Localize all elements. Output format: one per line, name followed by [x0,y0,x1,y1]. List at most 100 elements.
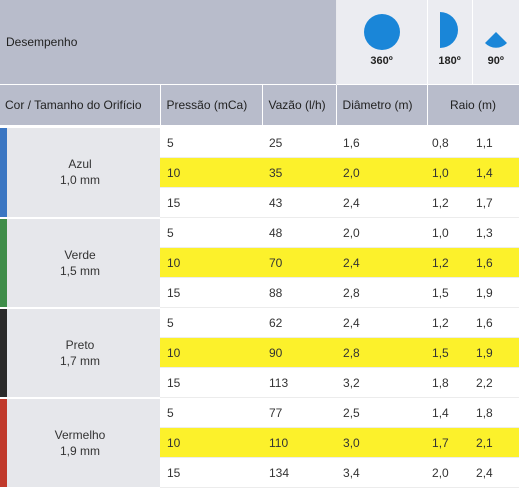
table-row: Azul 1,0 mm 5 25 1,6 0,8 1,1 [0,126,519,219]
column-header-raio: Raio (m) [427,84,519,128]
orifice-size: 1,9 mm [59,443,100,458]
diametro-cell: 2,4 [336,247,428,278]
raio-cell: 1,2 [427,247,473,278]
raio-cell: 1,1 [472,126,519,158]
pressao-cell: 5 [160,217,262,248]
vazao-cell: 110 [262,427,337,458]
raio-cell: 1,5 [427,337,473,368]
orifice-size: 1,7 mm [59,353,100,368]
pressao-cell: 15 [160,187,262,218]
vazao-cell: 90 [262,337,337,368]
diametro-cell: 3,4 [336,457,428,488]
table-row: Verde 1,5 mm 5 48 2,0 1,0 1,3 [0,217,519,309]
raio-cell: 1,8 [427,367,473,398]
raio-cell: 1,6 [472,247,519,278]
pattern-180-cell: 180º [426,0,473,85]
table-row: 15 113 3,2 1,8 2,2 [0,367,519,398]
diametro-cell: 2,0 [336,157,428,188]
table-row: 15 43 2,4 1,2 1,7 [0,187,519,218]
orifice-color-name: Azul [68,157,92,172]
raio-cell: 2,0 [427,457,473,488]
full-circle-icon [363,14,400,50]
vazao-cell: 48 [262,217,337,248]
orifice-size: 1,0 mm [59,173,100,188]
pressao-cell: 15 [160,367,262,398]
diametro-cell: 2,8 [336,337,428,368]
orifice-color-swatch [0,218,7,307]
pressao-cell: 5 [160,307,262,338]
column-header-row: Cor / Tamanho do Orifício Pressão (mCa) … [0,84,519,128]
orifice-color-name: Preto [65,337,95,352]
pattern-90-label: 90º [487,55,504,67]
raio-cell: 1,4 [472,157,519,188]
pattern-360-label: 360º [370,55,393,67]
raio-cell: 2,1 [472,427,519,458]
table-row: Preto 1,7 mm 5 62 2,4 1,2 1,6 [0,307,519,399]
vazao-cell: 70 [262,247,337,278]
table-row: 10 90 2,8 1,5 1,9 [0,337,519,368]
table-row: 10 70 2,4 1,2 1,6 [0,247,519,278]
pattern-180-label: 180º [438,55,461,67]
diametro-cell: 2,4 [336,187,428,218]
raio-cell: 1,9 [472,277,519,308]
raio-cell: 2,2 [472,367,519,398]
performance-title: Desempenho [6,35,78,49]
table-row: Vermelho 1,9 mm 5 77 2,5 1,4 1,8 [0,397,519,489]
vazao-cell: 113 [262,367,337,398]
half-circle-icon [439,12,458,48]
diametro-cell: 1,6 [336,126,428,158]
pressao-cell: 15 [160,277,262,308]
orifice-color-swatch [0,308,7,397]
raio-cell: 1,8 [472,397,519,428]
raio-cell: 1,3 [472,217,519,248]
diametro-cell: 3,2 [336,367,428,398]
pattern-90-cell: 90º [471,0,519,85]
orifice-color-name: Verde [64,247,96,262]
pressao-cell: 10 [160,337,262,368]
pressao-cell: 10 [160,157,262,188]
raio-cell: 1,7 [472,187,519,218]
orifice-group-cell: Azul 1,0 mm [0,126,160,219]
raio-cell: 1,4 [427,397,473,428]
orifice-group-cell: Verde 1,5 mm [0,217,160,309]
vazao-cell: 35 [262,157,337,188]
column-header-diametro: Diâmetro (m) [336,84,428,128]
orifice-color-swatch [0,128,7,217]
orifice-group-cell: Preto 1,7 mm [0,307,160,399]
table-row: 15 134 3,4 2,0 2,4 [0,457,519,488]
pressao-cell: 10 [160,247,262,278]
diametro-cell: 2,8 [336,277,428,308]
performance-table-body: Azul 1,0 mm 5 25 1,6 0,8 1,1 10 35 2,0 1,0 1,4 15 43 2… [0,126,519,489]
pattern-360-cell: 360º [335,0,428,85]
raio-cell: 0,8 [427,126,473,158]
diametro-cell: 3,0 [336,427,428,458]
quarter-circle-icon [484,32,507,48]
diametro-cell: 2,4 [336,307,428,338]
vazao-cell: 25 [262,126,337,158]
raio-cell: 1,0 [427,157,473,188]
diametro-cell: 2,5 [336,397,428,428]
vazao-cell: 88 [262,277,337,308]
table-row: 10 35 2,0 1,0 1,4 [0,157,519,188]
pressao-cell: 5 [160,397,262,428]
raio-cell: 1,7 [427,427,473,458]
raio-cell: 1,9 [472,337,519,368]
pressao-cell: 15 [160,457,262,488]
pressao-cell: 5 [160,126,262,158]
raio-cell: 1,6 [472,307,519,338]
pressao-cell: 10 [160,427,262,458]
orifice-color-swatch [0,398,7,487]
vazao-cell: 134 [262,457,337,488]
vazao-cell: 77 [262,397,337,428]
column-header-pressao: Pressão (mCa) [160,84,263,128]
vazao-cell: 43 [262,187,337,218]
diametro-cell: 2,0 [336,217,428,248]
raio-cell: 1,5 [427,277,473,308]
orifice-color-name: Vermelho [54,427,106,442]
performance-title-cell: Desempenho [0,0,337,85]
raio-cell: 1,2 [427,187,473,218]
column-header-cor: Cor / Tamanho do Orifício [0,84,161,128]
column-header-vazao: Vazão (l/h) [262,84,337,128]
vazao-cell: 62 [262,307,337,338]
